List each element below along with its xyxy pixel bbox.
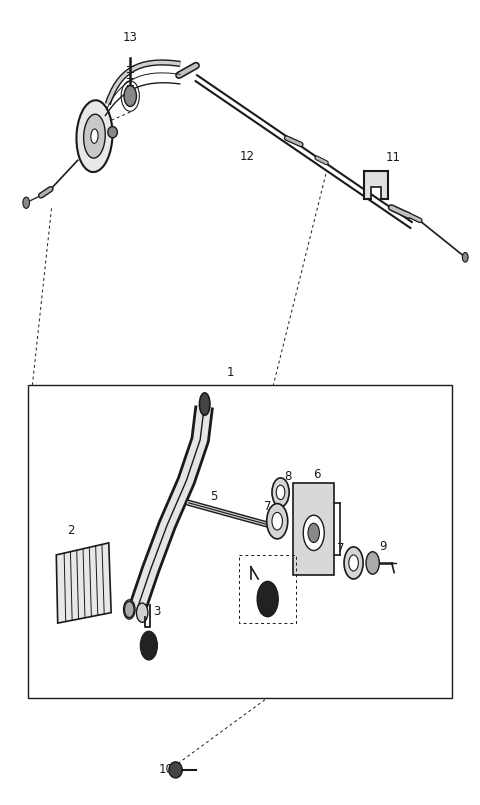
Polygon shape [56, 543, 111, 623]
Text: 3: 3 [153, 605, 160, 617]
Circle shape [308, 523, 320, 543]
Circle shape [124, 601, 134, 617]
Circle shape [23, 197, 30, 208]
Ellipse shape [108, 126, 117, 138]
Text: 10: 10 [158, 763, 173, 776]
Circle shape [303, 515, 324, 551]
Circle shape [123, 600, 135, 619]
Text: 7: 7 [337, 542, 345, 555]
Circle shape [349, 555, 359, 571]
Circle shape [344, 547, 363, 579]
Ellipse shape [84, 114, 105, 158]
Text: 8: 8 [284, 470, 291, 483]
Ellipse shape [76, 101, 112, 172]
Circle shape [136, 603, 148, 622]
Text: 11: 11 [386, 151, 401, 164]
Text: 2: 2 [67, 524, 74, 538]
Bar [28, 385, 452, 698]
Circle shape [124, 85, 136, 106]
Polygon shape [364, 171, 388, 199]
Text: 1: 1 [227, 366, 234, 379]
Circle shape [272, 513, 282, 530]
Ellipse shape [91, 129, 98, 143]
Ellipse shape [199, 393, 210, 415]
Text: 4: 4 [259, 606, 267, 619]
Ellipse shape [169, 762, 182, 778]
Text: 6: 6 [313, 469, 321, 481]
Text: 12: 12 [240, 150, 255, 163]
Circle shape [272, 478, 289, 507]
Circle shape [257, 581, 278, 617]
Circle shape [140, 631, 157, 660]
Circle shape [276, 485, 285, 500]
Text: 7: 7 [264, 500, 271, 514]
Text: 9: 9 [379, 540, 387, 553]
Text: 5: 5 [210, 490, 217, 503]
Circle shape [267, 504, 288, 539]
Circle shape [462, 253, 468, 262]
Circle shape [366, 551, 379, 574]
Bar [293, 483, 334, 575]
Text: 13: 13 [123, 31, 138, 44]
